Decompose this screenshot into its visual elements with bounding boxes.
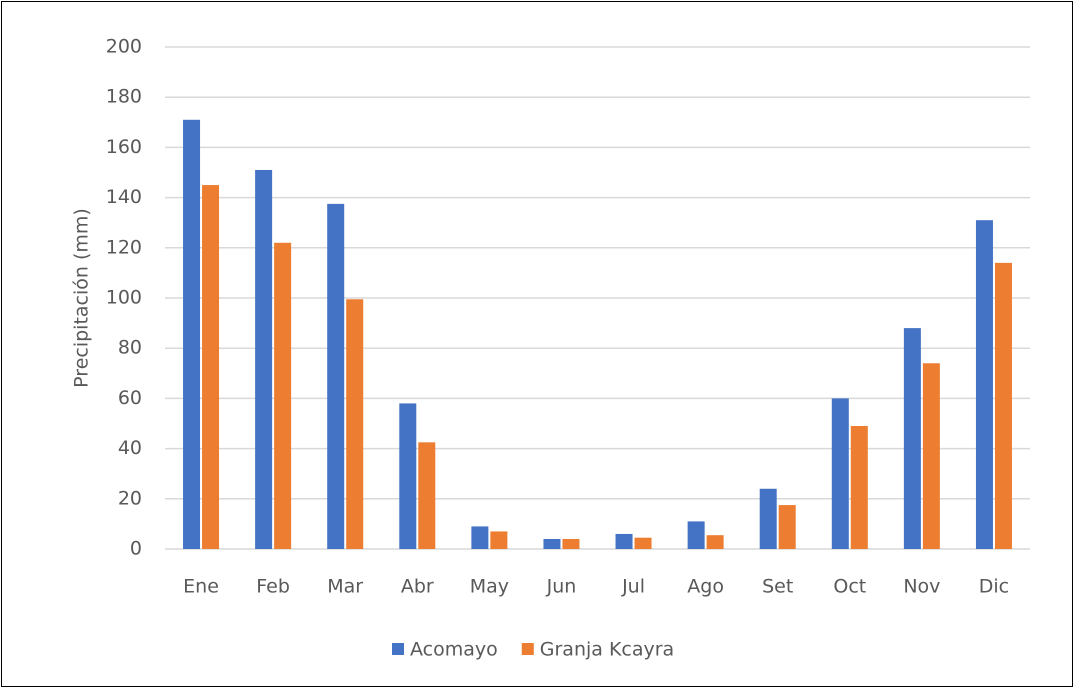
x-tick-label: Nov — [903, 576, 940, 598]
bar — [994, 262, 1012, 549]
bar — [903, 328, 921, 549]
bar — [562, 538, 580, 549]
y-tick-label: 0 — [130, 538, 142, 560]
x-tick-label: Set — [762, 576, 793, 598]
x-tick-label: Abr — [401, 576, 434, 598]
legend-label: Granja Kcayra — [540, 639, 674, 661]
y-tick-label: 80 — [118, 337, 142, 359]
legend-label: Acomayo — [410, 639, 498, 661]
bar — [274, 242, 292, 549]
x-tick-label: Oct — [833, 576, 866, 598]
x-tick-label: Jul — [621, 576, 645, 598]
bar — [634, 537, 652, 549]
y-tick-label: 180 — [106, 86, 142, 108]
bar — [922, 363, 940, 549]
x-tick-label: Feb — [256, 576, 290, 598]
bar — [399, 403, 417, 549]
bar — [759, 488, 777, 549]
y-tick-label: 160 — [106, 136, 142, 158]
x-tick-label: May — [470, 576, 509, 598]
y-axis-label: Precipitación (mm) — [71, 208, 93, 388]
bar — [778, 505, 796, 549]
x-tick-label: Ago — [687, 576, 724, 598]
y-tick-label: 200 — [106, 36, 142, 58]
bar — [975, 220, 993, 549]
bar — [706, 535, 724, 549]
y-tick-label: 60 — [118, 387, 142, 409]
y-tick-label: 40 — [118, 437, 142, 459]
bar — [255, 169, 273, 550]
bar — [490, 531, 508, 549]
x-tick-label: Dic — [979, 576, 1009, 598]
x-tick-label: Jun — [546, 576, 577, 598]
bar — [327, 203, 345, 549]
bar — [687, 521, 705, 549]
bar — [183, 119, 201, 549]
bar — [346, 299, 364, 549]
y-tick-label: 20 — [118, 487, 142, 509]
bar — [202, 185, 220, 550]
y-tick-label: 120 — [106, 236, 142, 258]
y-tick-label: 140 — [106, 186, 142, 208]
bar — [418, 442, 436, 549]
y-tick-label: 100 — [106, 287, 142, 309]
legend-swatch — [521, 643, 534, 655]
legend-swatch — [392, 643, 404, 655]
bar — [850, 426, 868, 549]
bar — [615, 533, 633, 549]
x-tick-label: Ene — [183, 576, 219, 598]
bar — [471, 526, 489, 549]
bar — [831, 398, 849, 549]
bar — [543, 538, 561, 549]
x-tick-label: Mar — [327, 576, 363, 598]
